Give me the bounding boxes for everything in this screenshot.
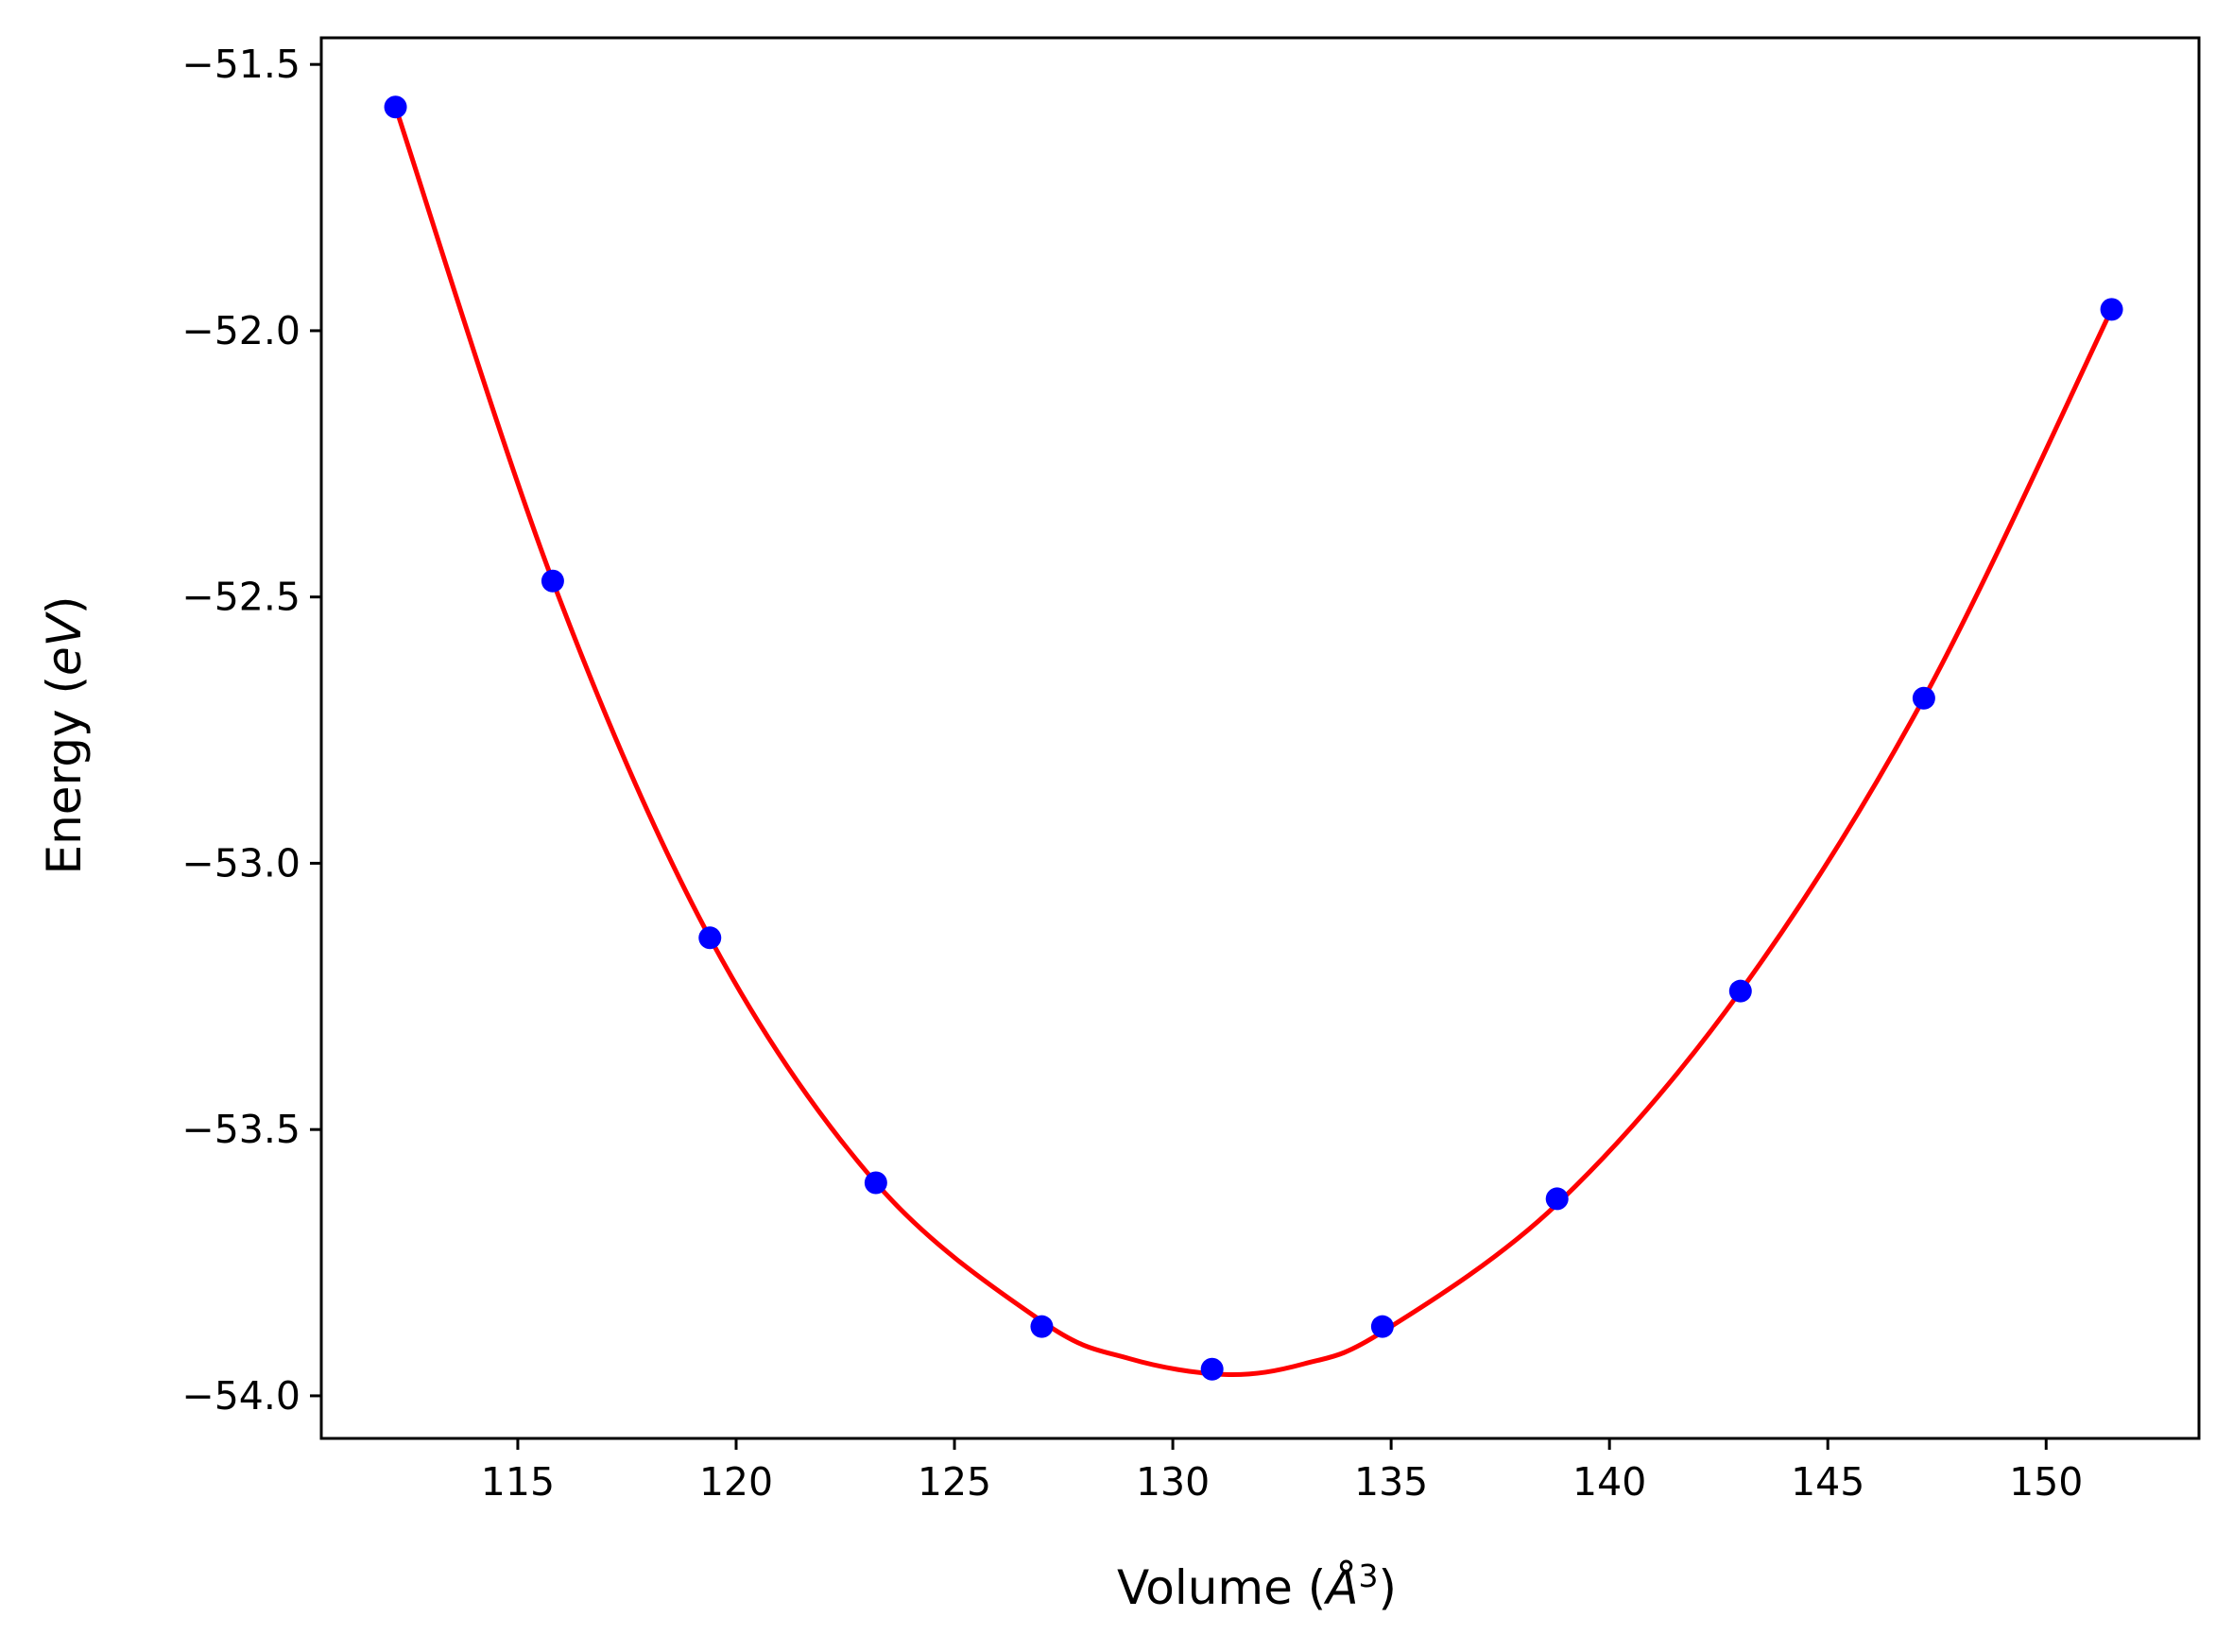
x-tick-label: 150 [2009,1459,2083,1505]
data-point [1370,1315,1394,1338]
data-point [384,95,407,119]
x-tick-label: 120 [699,1459,773,1505]
y-tick-label: −54.0 [181,1373,301,1419]
x-tick-label: 115 [481,1459,555,1505]
data-point [1545,1187,1569,1211]
data-point [864,1171,887,1195]
y-axis-label: Energy (eV) [37,596,92,875]
y-tick-label: −53.5 [181,1107,301,1152]
data-point [1728,979,1752,1003]
data-point [541,569,564,593]
y-tick-label: −52.0 [181,308,301,353]
x-axis-ticks: 115 120 125 130 135 140 145 150 [481,1438,2083,1505]
plot-area-frame [319,36,2201,1440]
data-point [698,926,722,950]
y-tick-label: −53.0 [181,840,301,886]
data-point [2100,298,2123,321]
y-axis-ticks: −51.5 −52.0 −52.5 −53.0 −53.5 −54.0 [181,42,321,1419]
x-tick-label: 135 [1354,1459,1428,1505]
data-points [384,95,2123,1381]
x-tick-label: 140 [1572,1459,1646,1505]
x-axis-label: Volume (Å3) [1117,1557,1397,1615]
x-tick-label: 125 [918,1459,991,1505]
y-tick-label: −51.5 [181,42,301,87]
y-tick-label: −52.5 [181,575,301,620]
data-point [1200,1357,1224,1381]
x-tick-label: 130 [1136,1459,1210,1505]
data-point [1912,686,1935,710]
x-tick-label: 145 [1791,1459,1864,1505]
data-point [1030,1315,1054,1338]
